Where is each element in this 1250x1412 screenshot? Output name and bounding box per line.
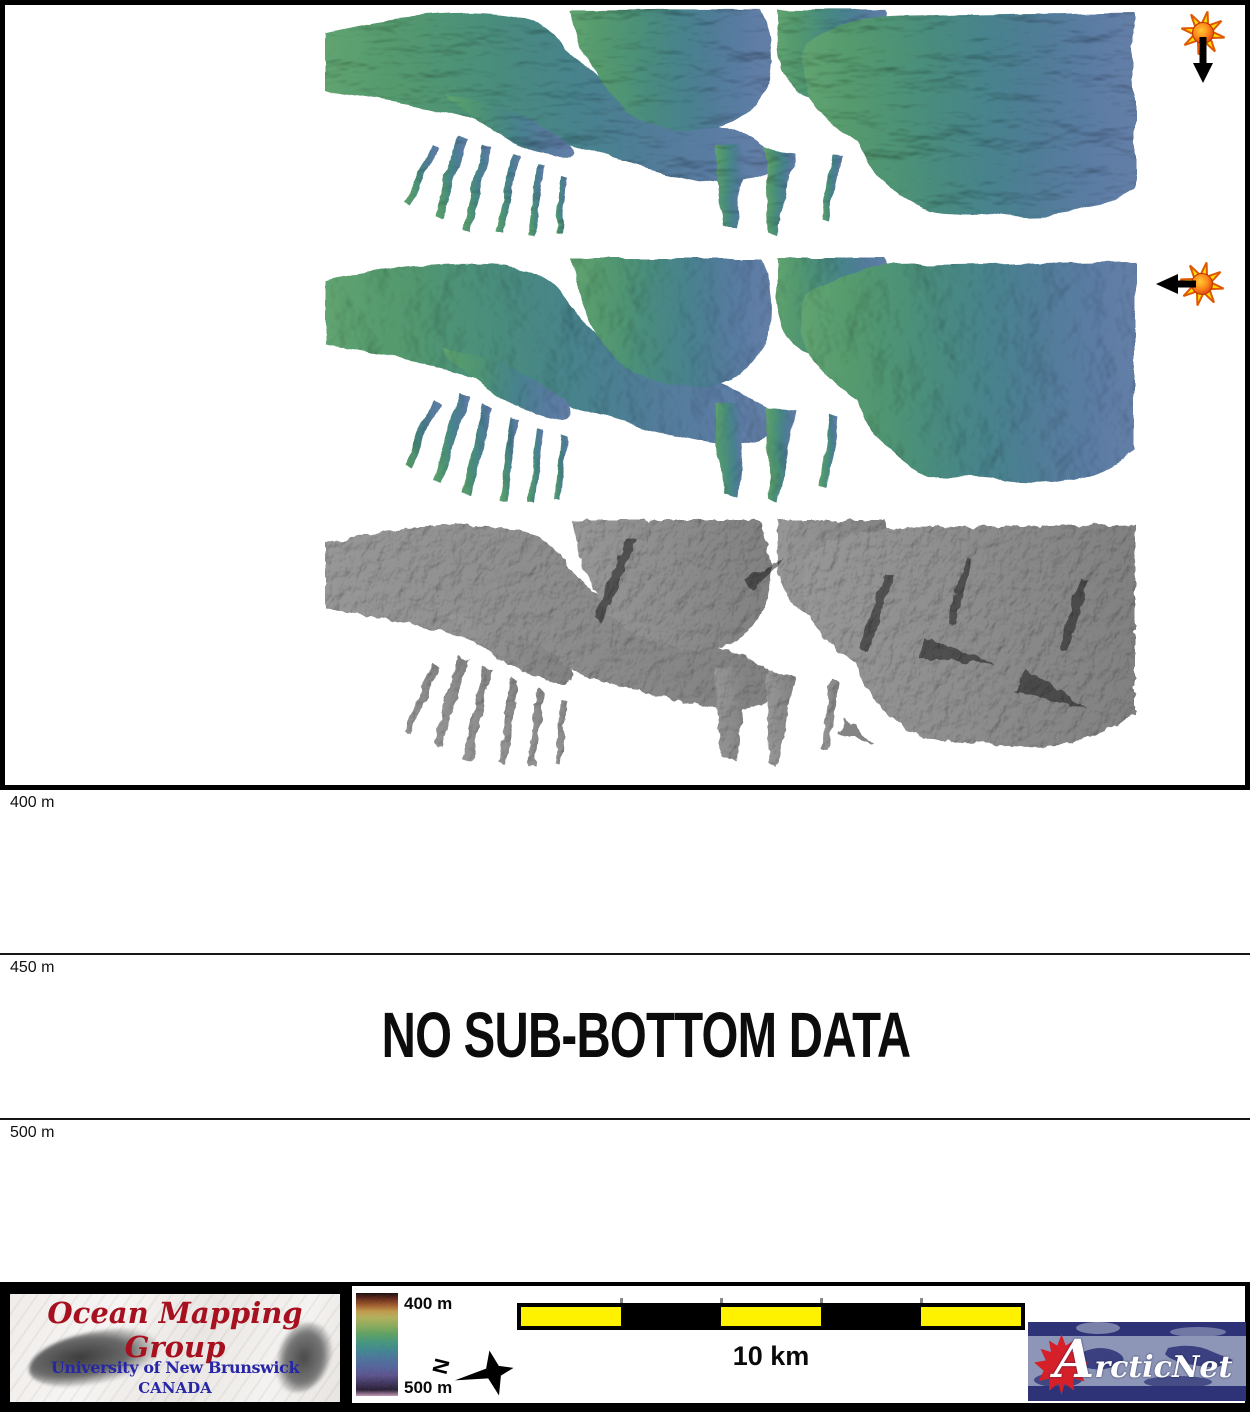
depth-label-400m: 400 m [10, 794, 55, 811]
bathymetry-map-sun-north [325, 9, 1135, 237]
scalebar-segment [921, 1307, 1021, 1326]
scalebar-segment [621, 1307, 721, 1326]
scalebar-tick [620, 1298, 623, 1304]
scalebar-segment [521, 1307, 621, 1326]
colorbar-bottom-label: 500 m [404, 1378, 453, 1397]
depth-label-450m: 450 m [10, 959, 55, 976]
bathymetry-map-sun-east [325, 257, 1135, 504]
maple-leaf-icon [1034, 1334, 1089, 1395]
scalebar-tick [920, 1298, 923, 1304]
sun-with-down-arrow-icon [1181, 11, 1225, 83]
sun-with-left-arrow-icon [1156, 262, 1224, 306]
scale-bar [517, 1303, 1025, 1330]
scalebar-segment [821, 1307, 921, 1326]
omg-title: Ocean Mapping Group [47, 1296, 303, 1364]
colorbar-top-label: 400 m [404, 1294, 453, 1313]
arcticnet-logo: ArcticNet [1028, 1322, 1246, 1401]
backscatter-map [325, 520, 1135, 768]
depth-line-500m [0, 1118, 1250, 1120]
no-sub-bottom-data-title: NO SUB-BOTTOM DATA [381, 999, 911, 1071]
omg-logo: Ocean Mapping Group University of New Br… [10, 1294, 340, 1402]
scalebar-tick [820, 1298, 823, 1304]
depth-line-450m [0, 953, 1250, 955]
arcticnet-wordmark: ArcticNet [1054, 1329, 1233, 1390]
north-compass: N [432, 1350, 514, 1396]
scalebar-label: 10 km [732, 1341, 810, 1371]
depth-colorbar [356, 1293, 398, 1396]
scalebar-tick [720, 1298, 723, 1304]
omg-country: CANADA [138, 1379, 212, 1397]
arcticnet-logo-background [1028, 1322, 1246, 1401]
omg-subtitle: University of New Brunswick [50, 1358, 300, 1377]
backscatter-streaks [593, 537, 1089, 744]
compass-north-label: N [432, 1356, 455, 1376]
scalebar-segment [721, 1307, 821, 1326]
depth-label-500m: 500 m [10, 1124, 55, 1141]
compass-star-icon [454, 1350, 514, 1396]
